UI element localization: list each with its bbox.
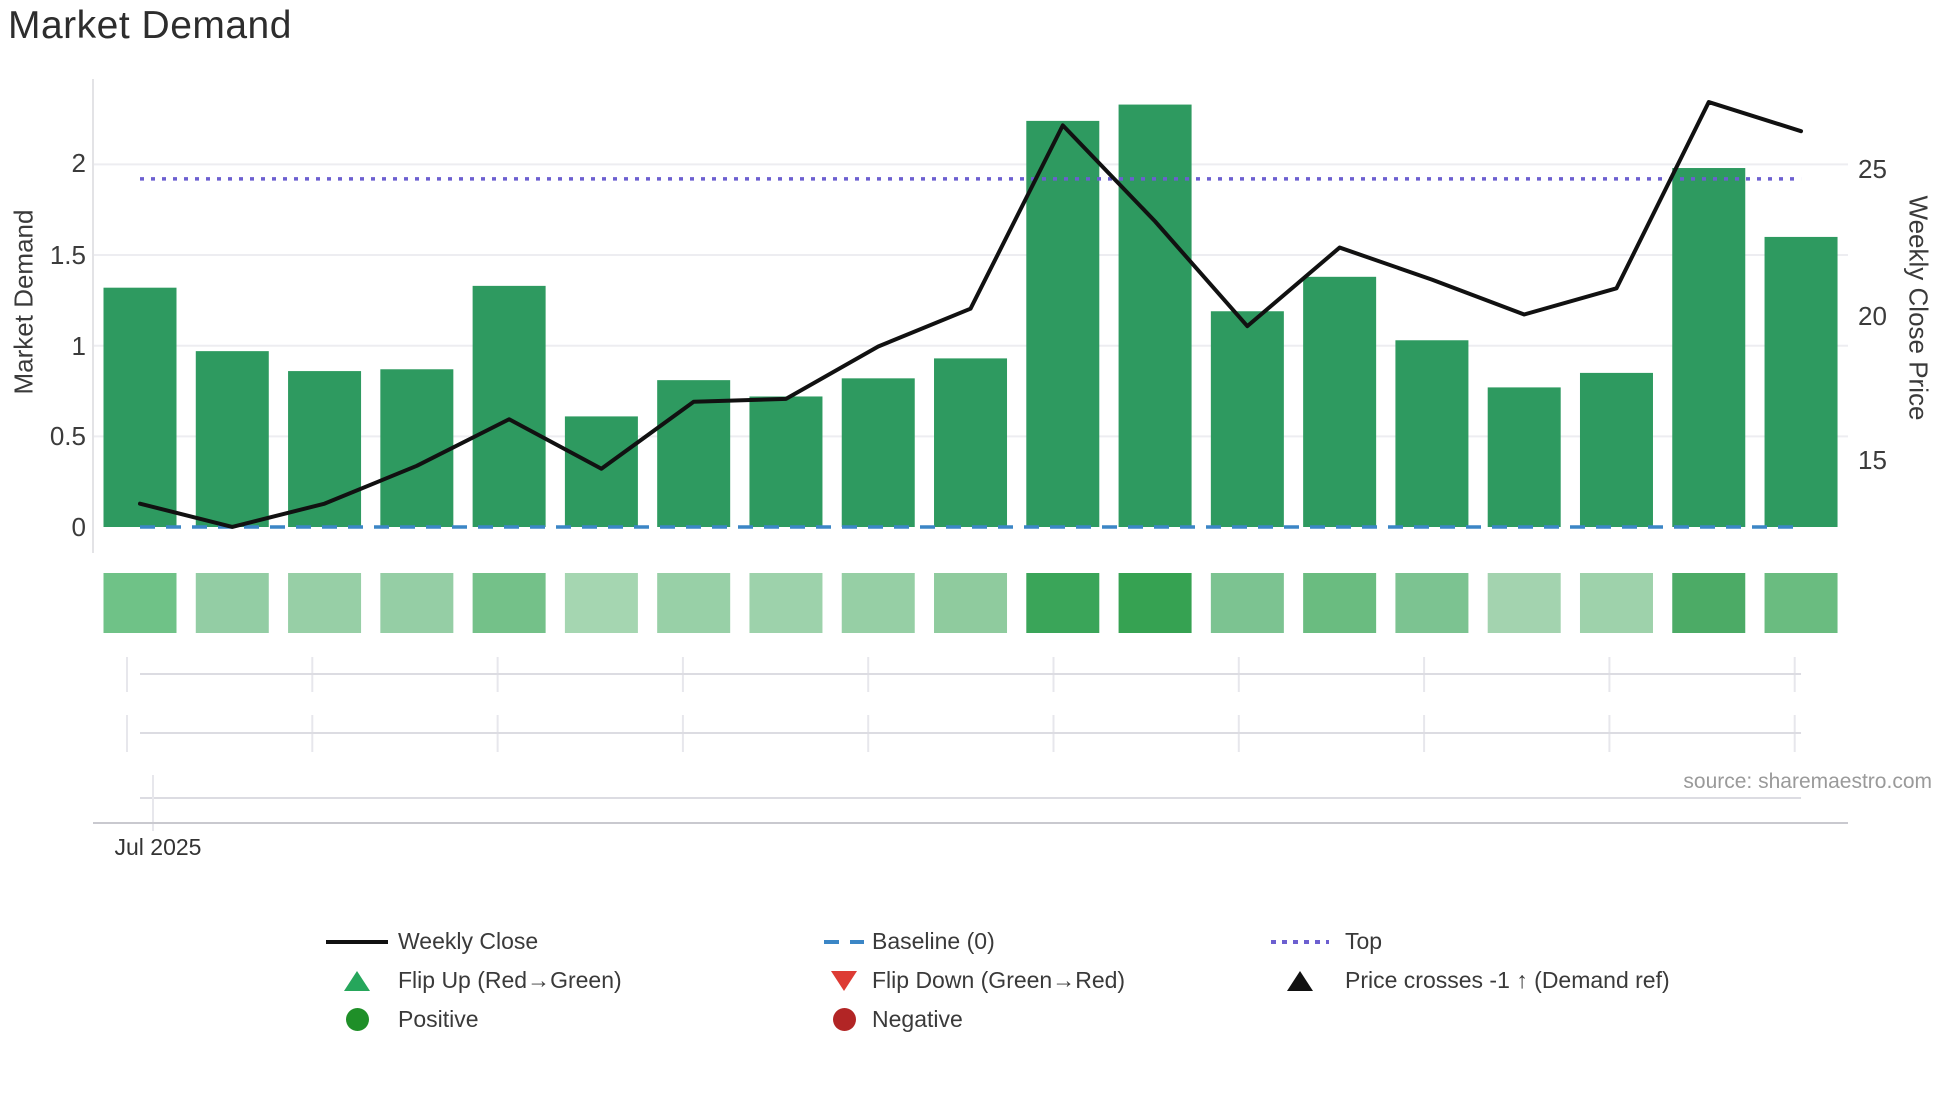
demand-bar [1118,104,1192,528]
left-axis-title: Market Demand [8,209,39,395]
heat-strip [103,573,1838,633]
flip-up-triangle-icon [326,970,388,991]
legend-item-flip-up[interactable]: Flip Up (Red→Green) [326,961,622,1000]
legend-label: Flip Up (Red→Green) [398,967,622,993]
left-axis-tick: 0 [71,512,86,542]
heat-cell [103,573,177,633]
negative-dot-icon [824,1008,864,1031]
heat-cell [657,573,731,633]
heat-cell [195,573,269,633]
demand-bar [934,358,1008,527]
positive-dot-icon [326,1008,388,1031]
legend-label: Positive [398,1006,479,1032]
legend-item-positive[interactable]: Positive [326,1000,622,1039]
legend-item-baseline[interactable]: Baseline (0) [824,922,1125,961]
legend-column-1: Weekly Close Flip Up (Red→Green) Positiv… [326,922,622,1039]
demand-bar [841,378,915,527]
demand-bar [472,285,546,527]
page-title: Market Demand [8,4,292,47]
heat-cell [934,573,1008,633]
weekly-close-line-swatch [326,939,388,944]
right-axis-tick: 15 [1858,445,1887,475]
baseline-dash-swatch [824,939,864,944]
legend-item-price-crosses[interactable]: Price crosses -1 ↑ (Demand ref) [1271,961,1670,1000]
left-axis-tick: 2 [71,148,86,178]
demand-bar [195,351,269,527]
heat-cell [841,573,915,633]
heat-cell [288,573,362,633]
legend-item-weekly-close[interactable]: Weekly Close [326,922,622,961]
demand-bar [1026,120,1100,527]
source-annotation: source: sharemaestro.com [1683,770,1932,793]
demand-bar [564,416,638,527]
legend-label: Weekly Close [398,928,539,954]
demand-bar [1303,276,1377,527]
legend-column-3: Top Price crosses -1 ↑ (Demand ref) [1271,922,1670,1000]
heat-cell [1672,573,1746,633]
left-axis-tick: 0.5 [49,421,86,451]
market-demand-chart [92,79,1848,831]
demand-bar [1672,168,1746,527]
demand-bar [1764,236,1838,528]
legend-item-top[interactable]: Top [1271,922,1670,961]
legend-label: Price crosses -1 ↑ (Demand ref) [1345,967,1670,993]
demand-bar [380,369,454,527]
demand-bar [288,371,362,527]
heat-cell [380,573,454,633]
left-axis-tick: 1.5 [49,240,86,270]
legend-item-flip-down[interactable]: Flip Down (Green→Red) [824,961,1125,1000]
price-cross-triangle-icon [1271,970,1329,991]
heat-cell [1395,573,1469,633]
right-axis-tick: 25 [1858,154,1887,184]
heat-cell [1026,573,1100,633]
heat-cell [564,573,638,633]
sub-panels [93,657,1848,831]
heat-cell [1487,573,1561,633]
demand-bar [657,380,731,527]
legend-label: Top [1345,928,1383,954]
legend-column-2: Baseline (0) Flip Down (Green→Red) Negat… [824,922,1125,1039]
legend-label: Flip Down (Green→Red) [872,967,1126,993]
heat-cell [749,573,823,633]
heat-cell [1303,573,1377,633]
legend-label: Baseline (0) [872,928,995,954]
x-axis-month-label: Jul 2025 [114,834,202,860]
heat-cell [1579,573,1653,633]
demand-bar [1210,311,1284,527]
heat-cell [472,573,546,633]
heat-cell [1118,573,1192,633]
legend-label: Negative [872,1006,963,1032]
reference-lines [140,177,1802,529]
weekly-close-line [138,100,1804,529]
legend-item-negative[interactable]: Negative [824,1000,1125,1039]
right-axis-tick: 20 [1858,301,1887,331]
top-dotted-swatch [1271,939,1329,944]
demand-bar [749,396,823,527]
heat-cell [1210,573,1284,633]
demand-bar [103,287,177,527]
demand-bar [1579,372,1653,527]
flip-down-triangle-icon [824,970,864,991]
heat-cell [1764,573,1838,633]
demand-bars [103,104,1838,528]
left-axis-tick: 1 [71,331,86,361]
demand-bar [1395,340,1469,527]
demand-bar [1487,387,1561,527]
right-axis-title: Weekly Close Price [1903,195,1934,421]
weekly-close-path [138,100,1804,529]
